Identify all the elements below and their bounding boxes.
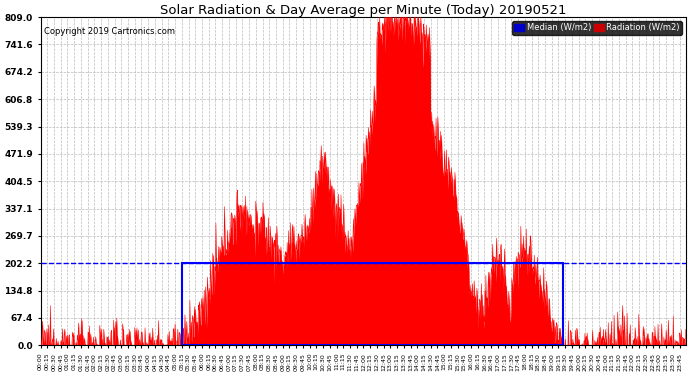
Text: Copyright 2019 Cartronics.com: Copyright 2019 Cartronics.com [43,27,175,36]
Title: Solar Radiation & Day Average per Minute (Today) 20190521: Solar Radiation & Day Average per Minute… [160,4,566,17]
Bar [181,263,563,345]
Legend: Median (W/m2), Radiation (W/m2): Median (W/m2), Radiation (W/m2) [512,21,682,34]
